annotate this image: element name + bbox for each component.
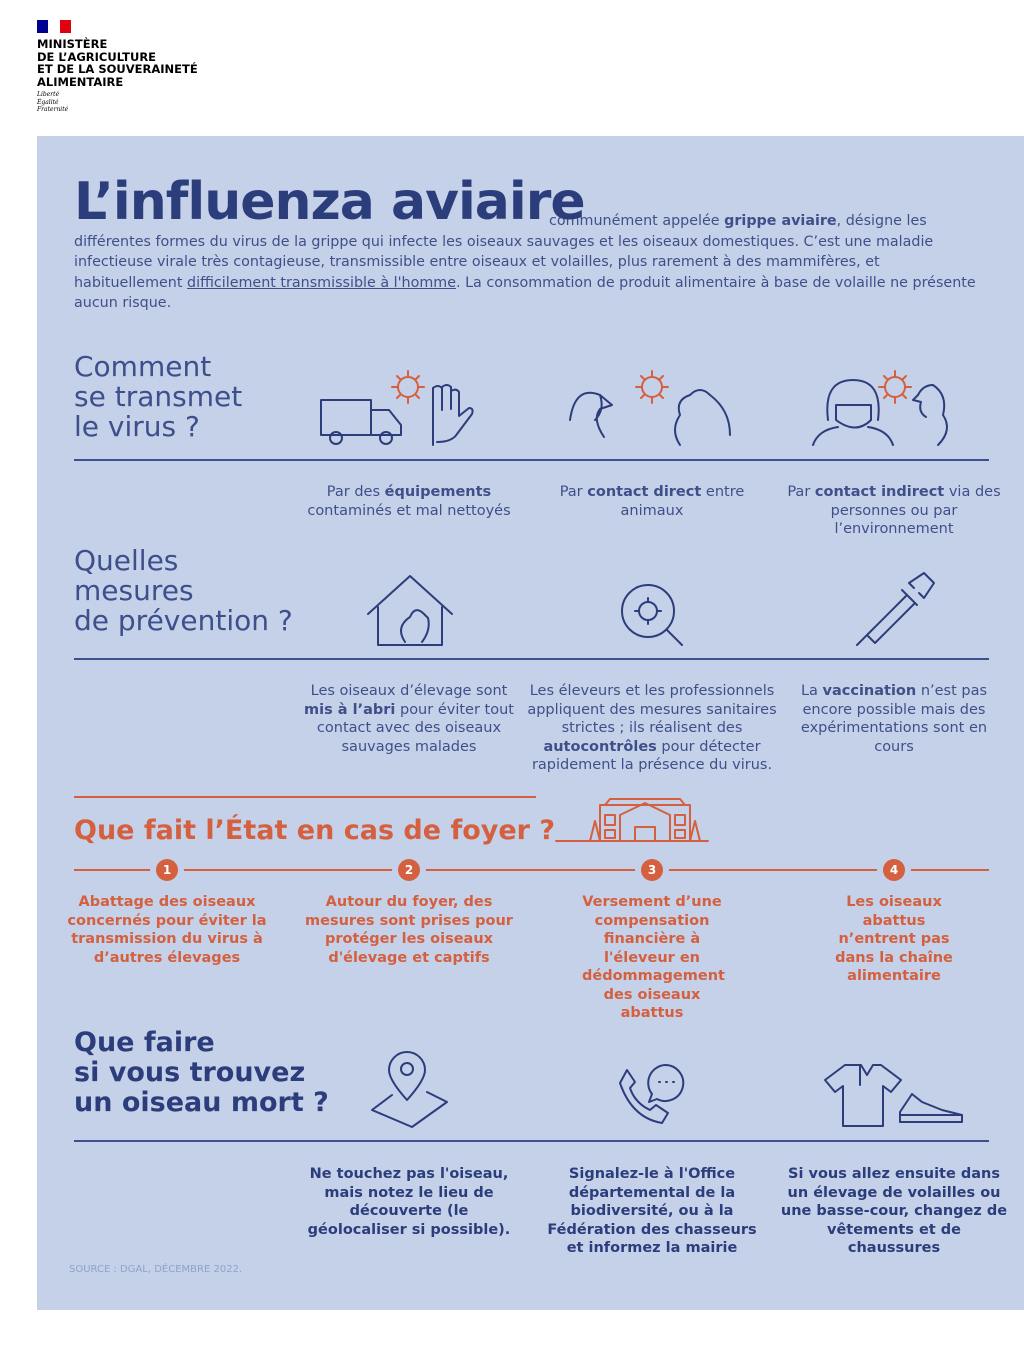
transmission-caption-3: Par contact indirect via des personnes o… [787,484,1001,537]
transmission-caption-1: Par des équipements contaminés et mal ne… [307,484,511,519]
page-title: L’influenza aviaire [74,172,586,232]
step-text: Versement d’une compensation financière … [582,894,725,1021]
step-text: Abattage des oiseaux concernés pour évit… [67,894,267,966]
step-text: Les oiseaux abattus n’entrent pas dans l… [835,894,953,984]
divider [74,796,536,798]
source-note: SOURCE : DGAL, DÉCEMBRE 2022. [69,1264,243,1275]
magnifier-virus-icon [621,584,683,646]
divider [74,1140,989,1142]
intro-link[interactable]: difficilement transmissible à l'homme [187,274,456,291]
infographic-panel [37,136,1024,1310]
dead-bird-caption-3: Si vous allez ensuite dans un élevage de… [780,1166,1008,1256]
birds-icon [569,370,731,446]
phone-icon [619,1063,685,1124]
prevention-caption-3: La vaccination n’est pas encore possible… [800,683,988,755]
transmission-caption-2: Par contact direct entre animaux [559,484,745,519]
step-text: Autour du foyer, des mesures sont prises… [305,894,513,966]
dead-bird-heading: Que faire si vous trouvez un oiseau mort ? [74,1027,329,1118]
truck-glove-icon [320,370,474,446]
step-number: 4 [883,859,905,881]
step-number: 1 [156,859,178,881]
prevention-heading: Quelles mesures de prévention ? [74,544,293,637]
intro-text: communément appelée grippe aviaire, dési… [74,213,976,311]
ministry-name: MINISTÈRE DE L’AGRICULTURE ET DE LA SOUVER… [37,37,198,89]
motto: Liberté Égalité Fraternité [37,91,69,113]
henhouse-icon [367,575,453,646]
flag-icon [37,20,71,33]
state-heading: Que fait l’État en cas de foyer ? [74,815,556,846]
dead-bird-caption-2: Signalez-le à l'Office départemental de … [547,1166,757,1256]
farm-icon [555,798,709,842]
transmission-heading: Comment se transmet le virus ? [74,350,243,443]
prevention-caption-2: Les éleveurs et les professionnels appli… [527,683,777,773]
ministry-logo: MINISTÈRE DE L’AGRICULTURE ET DE LA SOUVER… [37,20,198,114]
map-pin-icon [371,1051,448,1128]
clothes-shoes-icon [824,1064,963,1127]
step-number: 2 [398,859,420,881]
step-number: 3 [641,859,663,881]
syringe-icon [856,572,935,646]
dead-bird-caption-1: Ne touchez pas l'oiseau, mais notez le l… [307,1166,511,1238]
person-bird-icon [812,370,948,446]
steps-line [74,869,989,871]
divider [74,658,989,660]
divider [74,459,989,461]
prevention-caption-1: Les oiseaux d’élevage sont mis à l’abri … [304,683,514,755]
